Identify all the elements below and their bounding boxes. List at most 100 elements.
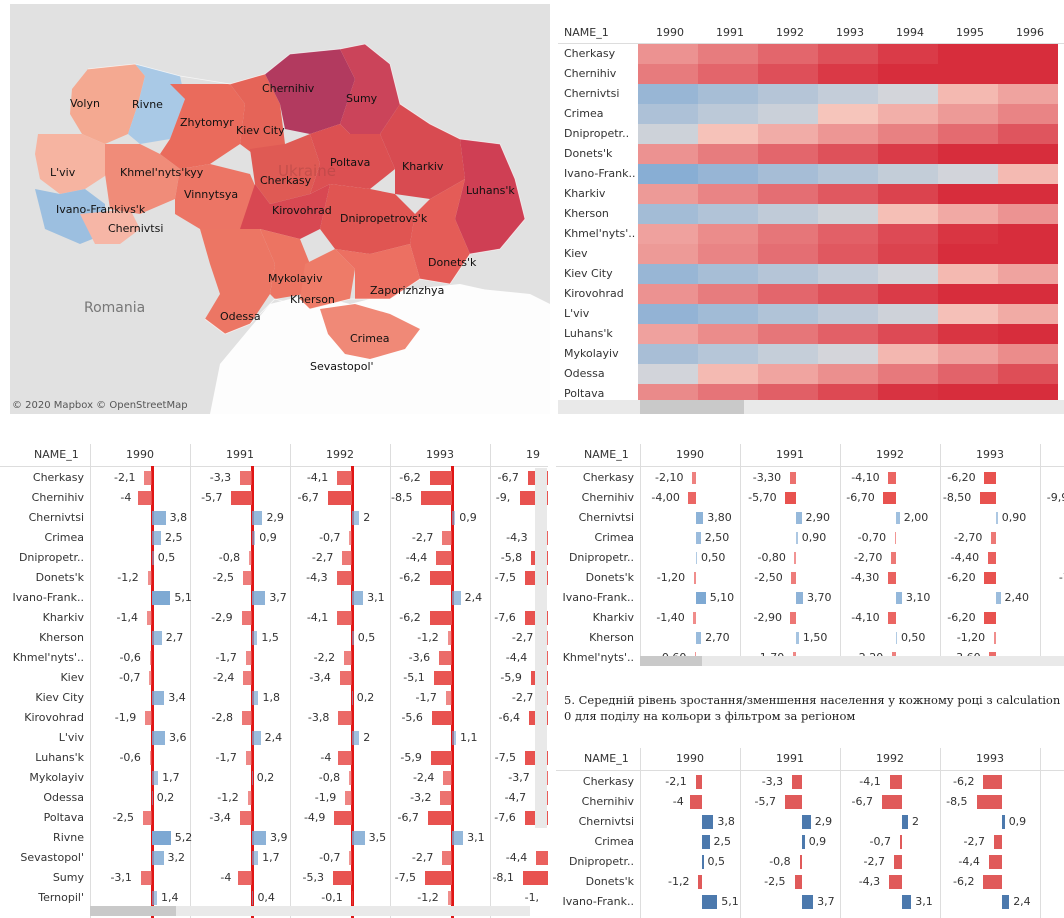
bar-table-scrollbar[interactable]	[90, 906, 530, 916]
bar-mark[interactable]	[239, 811, 252, 825]
heatmap-cell[interactable]	[698, 324, 758, 344]
bar-mark[interactable]	[902, 895, 912, 909]
heatmap-cell[interactable]	[818, 144, 878, 164]
bar-table-vertical-scrollbar[interactable]	[535, 468, 547, 828]
bar-mark[interactable]	[352, 591, 364, 605]
heatmap-cell[interactable]	[638, 44, 698, 64]
bar-mark[interactable]	[339, 671, 352, 685]
bar-mark[interactable]	[334, 811, 352, 825]
bar-mark[interactable]	[894, 532, 896, 544]
heatmap-cell[interactable]	[758, 164, 818, 184]
heatmap-cell[interactable]	[638, 64, 698, 84]
heatmap-cell[interactable]	[638, 344, 698, 364]
heatmap-cell[interactable]	[758, 284, 818, 304]
heatmap-cell[interactable]	[818, 364, 878, 384]
bar-mark[interactable]	[425, 871, 452, 885]
heatmap-cell[interactable]	[698, 204, 758, 224]
bar-mark[interactable]	[792, 775, 802, 789]
heatmap-cell[interactable]	[638, 304, 698, 324]
heatmap-cell[interactable]	[878, 184, 938, 204]
heatmap-cell[interactable]	[878, 224, 938, 244]
heatmap-cell[interactable]	[638, 144, 698, 164]
bar-mark[interactable]	[352, 631, 354, 645]
heatmap-cell[interactable]	[998, 64, 1058, 84]
heatmap-cell[interactable]	[698, 304, 758, 324]
heatmap-cell[interactable]	[878, 244, 938, 264]
heatmap-cell[interactable]	[698, 124, 758, 144]
bar-mark[interactable]	[799, 855, 802, 869]
bar-mark[interactable]	[243, 571, 252, 585]
bar-mark[interactable]	[231, 491, 252, 505]
heatmap-cell[interactable]	[698, 84, 758, 104]
heatmap-cell[interactable]	[638, 124, 698, 144]
bar-mark[interactable]	[252, 731, 261, 745]
bar-mark[interactable]	[429, 611, 452, 625]
heatmap-cell[interactable]	[998, 364, 1058, 384]
heatmap-cell[interactable]	[638, 184, 698, 204]
heatmap-cell[interactable]	[938, 84, 998, 104]
bar-mark[interactable]	[436, 551, 452, 565]
heatmap-cell[interactable]	[638, 104, 698, 124]
bar-mark[interactable]	[431, 711, 452, 725]
bar-mark[interactable]	[352, 691, 353, 705]
bar-mark[interactable]	[984, 572, 996, 584]
bar-mark[interactable]	[152, 591, 171, 605]
bar-mark[interactable]	[337, 471, 352, 485]
heatmap-cell[interactable]	[998, 84, 1058, 104]
heatmap-cell[interactable]	[638, 264, 698, 284]
bar-mark[interactable]	[702, 815, 714, 829]
heatmap-cell[interactable]	[998, 124, 1058, 144]
heatmap-cell[interactable]	[698, 164, 758, 184]
heatmap-cell[interactable]	[818, 64, 878, 84]
heatmap-cell[interactable]	[938, 264, 998, 284]
bar-mark[interactable]	[447, 631, 452, 645]
heatmap-cell[interactable]	[698, 244, 758, 264]
bar-table-1[interactable]: NAME_1 1990 1991 1992 1993 19 Cherkasy -2,1 -3,3…	[0, 444, 548, 918]
heatmap-cell[interactable]	[998, 144, 1058, 164]
heatmap-cell[interactable]	[758, 84, 818, 104]
bar-mark[interactable]	[336, 571, 352, 585]
bar-mark[interactable]	[443, 771, 452, 785]
heatmap-cell[interactable]	[698, 284, 758, 304]
heatmap-cell[interactable]	[758, 244, 818, 264]
heatmap-cell[interactable]	[698, 44, 758, 64]
bar-mark[interactable]	[698, 875, 702, 889]
heatmap-cell[interactable]	[758, 224, 818, 244]
heatmap-cell[interactable]	[758, 324, 818, 344]
bar-mark[interactable]	[149, 751, 152, 765]
heatmap-cell[interactable]	[938, 384, 998, 404]
bar-mark[interactable]	[252, 511, 263, 525]
heatmap-cell[interactable]	[998, 44, 1058, 64]
bar-mark[interactable]	[442, 531, 452, 545]
bar-mark[interactable]	[899, 835, 902, 849]
heatmap-cell[interactable]	[938, 184, 998, 204]
heatmap-cell[interactable]	[938, 344, 998, 364]
bar-mark[interactable]	[152, 631, 162, 645]
bar-mark[interactable]	[789, 472, 796, 484]
heatmap-cell[interactable]	[638, 244, 698, 264]
bar-mark[interactable]	[338, 711, 352, 725]
bar-mark[interactable]	[337, 611, 352, 625]
heatmap-cell[interactable]	[998, 284, 1058, 304]
bar-mark[interactable]	[445, 691, 452, 705]
heatmap-cell[interactable]	[698, 104, 758, 124]
heatmap-cell[interactable]	[638, 204, 698, 224]
bar-mark[interactable]	[152, 731, 165, 745]
bar-mark[interactable]	[349, 851, 352, 865]
heatmap-cell[interactable]	[878, 284, 938, 304]
bar-mark[interactable]	[695, 775, 702, 789]
bar-mark[interactable]	[996, 512, 998, 524]
bar-mark[interactable]	[890, 552, 896, 564]
heatmap-cell[interactable]	[938, 364, 998, 384]
heatmap-cell[interactable]	[758, 384, 818, 404]
bar-mark[interactable]	[522, 871, 548, 885]
bar-mark[interactable]	[984, 612, 996, 624]
heatmap-cell[interactable]	[878, 84, 938, 104]
bar-mark[interactable]	[983, 775, 1002, 789]
heatmap-cell[interactable]	[878, 144, 938, 164]
heatmap-cell[interactable]	[758, 204, 818, 224]
heatmap-cell[interactable]	[938, 304, 998, 324]
heatmap-cell[interactable]	[938, 104, 998, 124]
bar-mark[interactable]	[421, 491, 452, 505]
heatmap-cell[interactable]	[818, 344, 878, 364]
